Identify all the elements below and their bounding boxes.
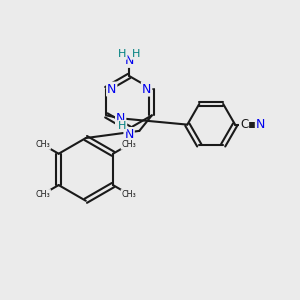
Text: CH₃: CH₃ [36, 140, 50, 149]
Text: N: N [124, 54, 134, 67]
Text: CH₃: CH₃ [36, 190, 50, 199]
Text: H: H [131, 49, 140, 59]
Text: N: N [124, 128, 134, 141]
Text: C: C [240, 118, 248, 131]
Text: CH₃: CH₃ [121, 140, 136, 149]
Text: CH₃: CH₃ [121, 190, 136, 199]
Text: H: H [118, 121, 126, 131]
Text: N: N [107, 82, 116, 96]
Text: H: H [118, 49, 127, 59]
Text: N: N [256, 118, 265, 131]
Text: N: N [142, 82, 151, 96]
Text: N: N [116, 112, 125, 125]
